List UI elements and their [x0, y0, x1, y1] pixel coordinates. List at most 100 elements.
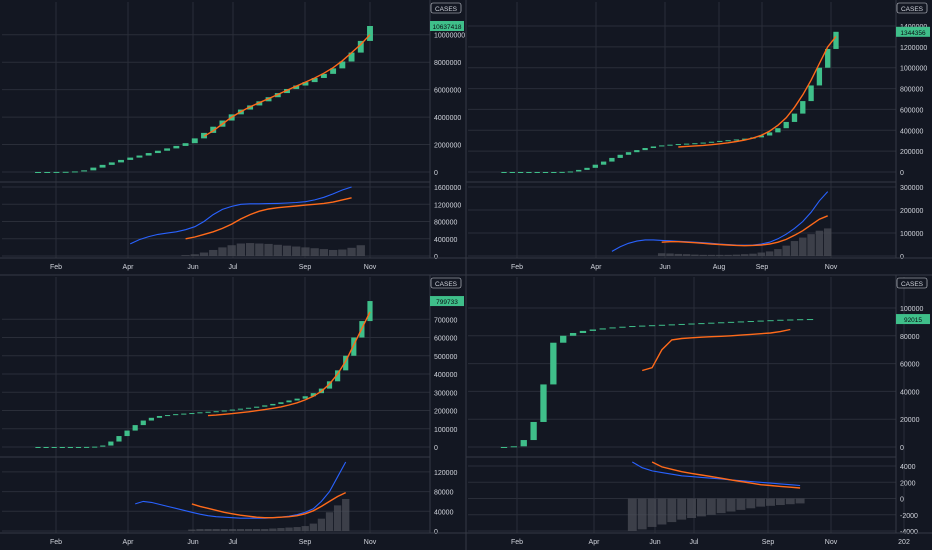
lower-orange-line	[185, 197, 352, 240]
candle	[310, 393, 316, 397]
main-y-tick-label: 100000	[434, 427, 457, 434]
candle	[800, 101, 806, 114]
candle	[526, 172, 532, 173]
candle	[127, 157, 134, 160]
candle	[51, 447, 57, 448]
volume-bar	[282, 245, 292, 256]
volume-bar	[740, 254, 749, 256]
candle	[609, 157, 615, 162]
candle	[758, 135, 764, 138]
candle	[302, 396, 308, 399]
candle	[619, 326, 626, 328]
legend-badge[interactable]	[896, 2, 928, 14]
candle	[173, 145, 180, 149]
legend-badge[interactable]	[430, 2, 462, 14]
volume-bar	[356, 245, 365, 256]
main-y-tick-label: 1200000	[900, 45, 927, 52]
x-tick-label: Aug	[713, 264, 726, 271]
candle	[668, 324, 675, 326]
candle	[83, 446, 90, 448]
volume-bar	[775, 498, 785, 506]
volume-bar	[687, 498, 696, 519]
x-tick-label: Feb	[50, 264, 62, 271]
volume-bar	[782, 245, 790, 256]
volume-bar	[766, 498, 775, 506]
volume-bar	[220, 529, 228, 531]
legend-badge[interactable]	[430, 277, 462, 289]
candle	[742, 138, 748, 140]
candle	[197, 412, 203, 414]
last-value-badge	[896, 314, 930, 325]
candle	[343, 355, 349, 371]
volume-bar	[196, 529, 204, 531]
candle	[339, 61, 346, 69]
candle	[648, 325, 656, 327]
main-moving-average-line	[678, 35, 837, 148]
candle	[589, 329, 596, 331]
x-tick-label: Jul	[690, 539, 699, 546]
x-tick-label: Apr	[589, 539, 601, 546]
candle	[164, 148, 171, 151]
chart-pane-3: 7000006000005000004000003000002000001000…	[0, 275, 466, 546]
main-y-tick-label: 600000	[434, 336, 457, 343]
candle	[509, 172, 515, 173]
x-tick-label: Nov	[364, 264, 377, 271]
volume-bar	[218, 247, 227, 256]
candle	[302, 82, 309, 86]
candle	[592, 164, 598, 168]
lower-orange-line	[661, 215, 828, 247]
legend-label: CASES	[435, 6, 458, 13]
main-y-tick-label: 1000000	[900, 66, 927, 73]
main-y-tick-label: 4000000	[434, 115, 461, 122]
main-y-tick-label: 8000000	[434, 60, 461, 67]
candle	[43, 447, 49, 448]
volume-bar	[264, 243, 273, 256]
candle	[825, 48, 831, 68]
main-moving-average-line	[207, 311, 371, 417]
volume-bar	[277, 528, 285, 531]
candle	[806, 319, 814, 321]
candle	[530, 421, 537, 441]
x-tick-label: Jun	[187, 539, 198, 546]
legend-label: CASES	[435, 281, 458, 288]
candle	[67, 447, 73, 448]
x-tick-label: 202	[898, 539, 910, 546]
candle	[99, 164, 106, 168]
candle	[579, 330, 587, 333]
candle	[210, 126, 217, 133]
candle	[44, 172, 51, 173]
volume-bar	[667, 498, 677, 523]
candle	[367, 26, 373, 41]
legend-badge[interactable]	[896, 277, 928, 289]
candle	[783, 121, 789, 129]
candle	[254, 406, 260, 408]
candle	[757, 320, 764, 322]
candle	[600, 161, 607, 165]
candle	[639, 325, 646, 327]
candle	[833, 31, 839, 49]
main-y-tick-label: 60000	[900, 362, 920, 369]
volume-bar	[190, 254, 199, 256]
x-tick-label: Feb	[511, 264, 523, 271]
volume-bar	[706, 498, 716, 515]
main-y-tick-label: 400000	[900, 128, 923, 135]
volume-bar	[716, 498, 726, 514]
main-y-tick-label: 40000	[900, 389, 920, 396]
candle	[173, 414, 179, 416]
candle	[777, 319, 784, 321]
volume-bar	[756, 498, 766, 507]
lower-y-tick-label: 400000	[434, 237, 457, 244]
chart-pane-2: 1400000120000010000008000006000004000002…	[466, 0, 932, 271]
lower-y-tick-label: 200000	[900, 208, 923, 215]
volume-bar	[342, 498, 350, 531]
x-tick-label: Apr	[123, 264, 135, 271]
candle	[293, 85, 300, 89]
candle	[53, 171, 60, 173]
last-value-label: 10637418	[433, 24, 462, 31]
candle	[164, 415, 171, 417]
candle	[182, 143, 189, 146]
candle	[629, 326, 636, 328]
candle	[584, 167, 590, 170]
x-tick-label: Jul	[229, 264, 238, 271]
candle	[534, 172, 540, 173]
